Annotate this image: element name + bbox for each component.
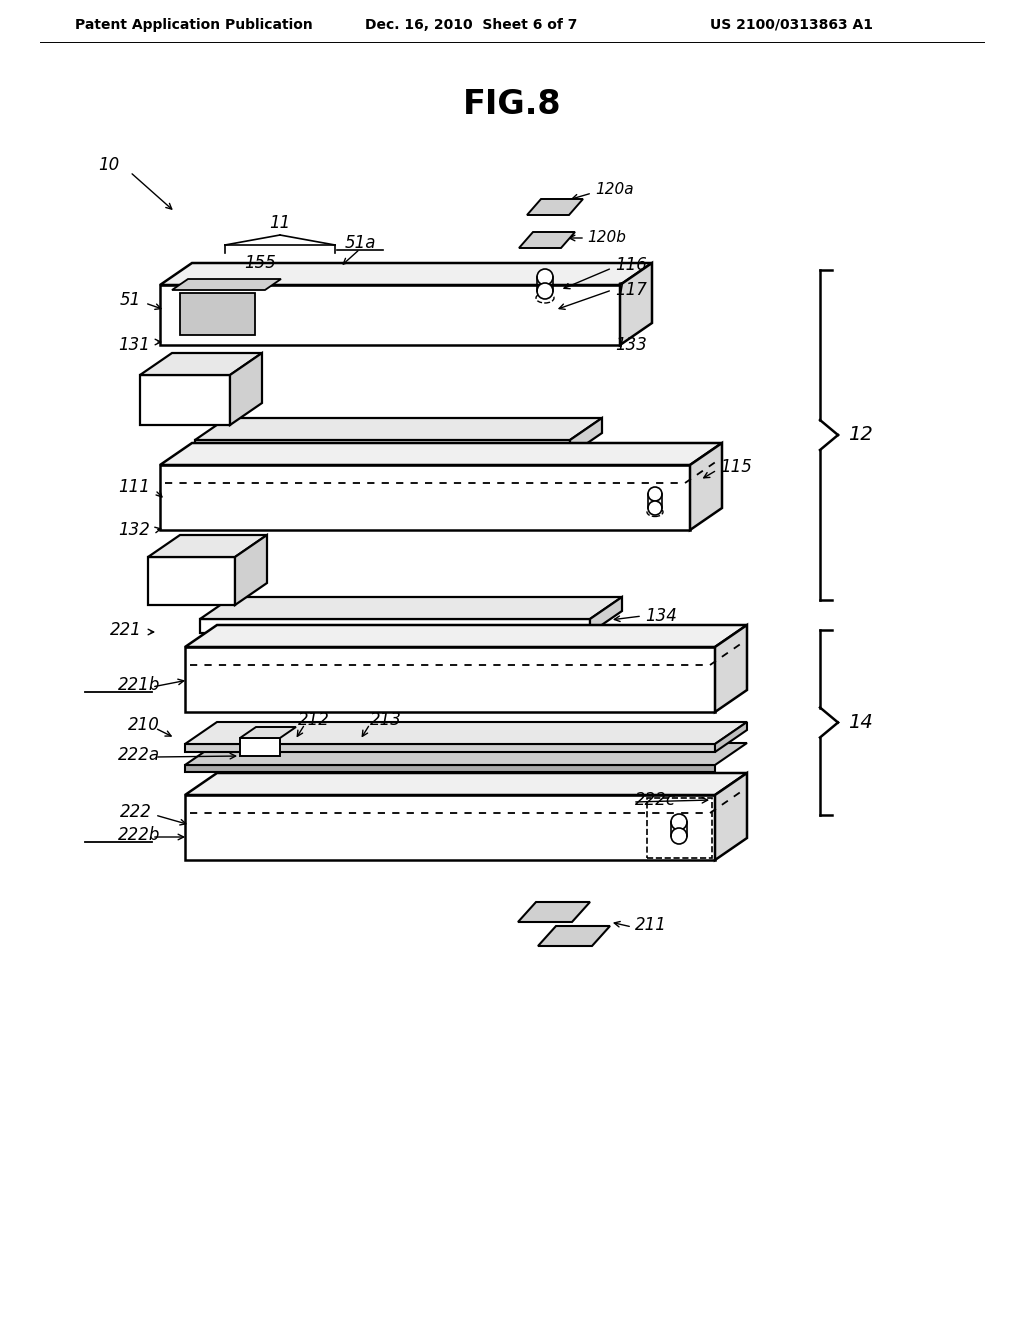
Text: 51a: 51a (344, 234, 376, 252)
Polygon shape (715, 774, 746, 861)
Text: 221b: 221b (118, 676, 161, 694)
Text: 12: 12 (848, 425, 872, 445)
Circle shape (537, 269, 553, 285)
Text: 111: 111 (118, 478, 150, 496)
Text: 133: 133 (615, 337, 647, 354)
Polygon shape (234, 535, 267, 605)
Polygon shape (160, 465, 690, 531)
Polygon shape (185, 766, 715, 772)
Polygon shape (240, 738, 280, 756)
Polygon shape (230, 352, 262, 425)
Polygon shape (185, 647, 715, 711)
Text: 10: 10 (98, 156, 119, 174)
Circle shape (648, 487, 662, 502)
Text: 222: 222 (120, 803, 152, 821)
Polygon shape (185, 743, 746, 766)
Text: 211: 211 (635, 916, 667, 935)
Polygon shape (148, 557, 234, 605)
Text: 222a: 222a (118, 746, 160, 764)
Polygon shape (240, 727, 296, 738)
Polygon shape (160, 444, 722, 465)
Circle shape (671, 814, 687, 830)
Polygon shape (185, 722, 746, 744)
Text: 120b: 120b (587, 231, 626, 246)
Text: 117: 117 (615, 281, 647, 300)
Text: 51: 51 (120, 290, 141, 309)
Text: 116: 116 (615, 256, 647, 275)
Text: FIG.8: FIG.8 (463, 88, 561, 121)
Polygon shape (538, 927, 610, 946)
Text: Dec. 16, 2010  Sheet 6 of 7: Dec. 16, 2010 Sheet 6 of 7 (365, 18, 578, 32)
Text: Patent Application Publication: Patent Application Publication (75, 18, 312, 32)
Polygon shape (195, 418, 602, 440)
Polygon shape (185, 774, 746, 795)
Polygon shape (200, 597, 622, 619)
Text: 222b: 222b (118, 826, 161, 843)
Text: 14: 14 (848, 713, 872, 733)
Text: 221: 221 (110, 620, 142, 639)
Text: 11: 11 (269, 214, 291, 232)
Text: 115: 115 (720, 458, 752, 477)
Polygon shape (140, 375, 230, 425)
Text: 131: 131 (118, 337, 150, 354)
Text: 155: 155 (244, 253, 275, 272)
Text: 134: 134 (645, 607, 677, 624)
Text: 120a: 120a (595, 182, 634, 198)
Polygon shape (180, 293, 255, 335)
Polygon shape (715, 722, 746, 752)
Circle shape (648, 502, 662, 515)
Polygon shape (590, 597, 622, 634)
Circle shape (671, 828, 687, 843)
Polygon shape (519, 232, 575, 248)
Polygon shape (185, 624, 746, 647)
Polygon shape (195, 440, 570, 455)
Text: 210: 210 (128, 715, 160, 734)
Text: 213: 213 (370, 711, 401, 729)
Polygon shape (148, 535, 267, 557)
Text: 222c: 222c (635, 791, 676, 809)
Text: US 2100/0313863 A1: US 2100/0313863 A1 (710, 18, 873, 32)
Polygon shape (620, 263, 652, 345)
Polygon shape (160, 285, 620, 345)
Polygon shape (570, 418, 602, 455)
Polygon shape (140, 352, 262, 375)
Text: 132: 132 (118, 521, 150, 539)
Polygon shape (172, 279, 281, 290)
Circle shape (537, 282, 553, 300)
Polygon shape (185, 744, 715, 752)
Polygon shape (527, 199, 583, 215)
Polygon shape (185, 795, 715, 861)
Polygon shape (690, 444, 722, 531)
Polygon shape (518, 902, 590, 921)
Text: 212: 212 (298, 711, 330, 729)
Polygon shape (160, 263, 652, 285)
Polygon shape (715, 624, 746, 711)
Polygon shape (200, 619, 590, 634)
